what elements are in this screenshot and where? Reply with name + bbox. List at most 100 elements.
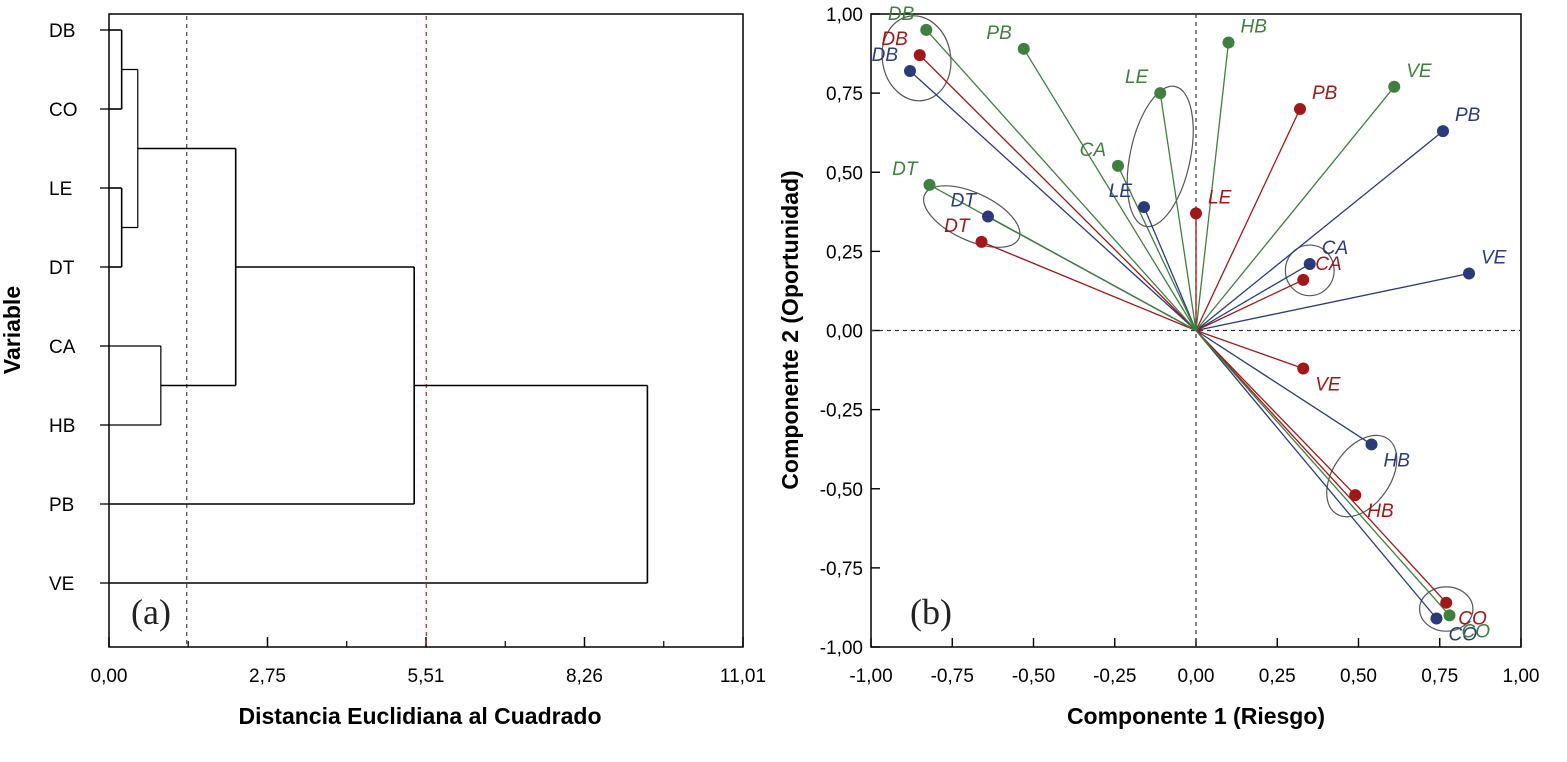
loading-point [1154,87,1167,100]
point-label: PB [1455,105,1481,126]
loading-vector [1195,330,1437,619]
group-ellipse [1418,586,1474,632]
leaf-label: CA [49,337,76,358]
leaf-label: CO [49,100,78,121]
loading-point [923,178,936,191]
y-tick-label: 0,50 [826,163,863,184]
loading-point [904,64,916,77]
loading-vector [981,241,1197,332]
loading-vector [1195,263,1311,332]
point-label: LE [1125,67,1149,88]
loading-point [1349,489,1362,502]
y-tick-label: 0,00 [826,322,863,343]
point-label: VE [1315,374,1341,395]
point-label: DT [892,159,919,180]
dendrogram-x-axis-title: Distancia Euclidiana al Cuadrado [239,703,602,729]
group-ellipse [1326,434,1398,518]
x-tick-label: 0,25 [1259,666,1296,687]
group-ellipse [881,15,952,102]
point-label: CO [1458,609,1487,630]
loading-vector [1195,108,1301,331]
loading-vector [1023,48,1197,331]
point-label: CA [1322,238,1348,259]
loading-point [1297,362,1310,375]
loading-point [1190,207,1202,220]
leaf-label: DB [49,21,75,42]
leaf-label: DT [49,258,75,279]
loading-vector [909,70,1197,331]
point-label: HB [1384,450,1411,471]
loading-vector [1195,330,1450,616]
x-tick-label: 11,01 [720,666,766,687]
loading-point [1112,159,1124,172]
y-tick-label: 0,25 [826,242,863,263]
loading-vector [1195,272,1470,332]
point-label: PB [986,23,1012,44]
loading-point [1388,80,1401,93]
point-label: CO [1462,621,1491,642]
x-tick-label: -0,50 [1012,666,1055,687]
point-label: DB [888,4,915,25]
y-tick-label: -0,75 [820,559,863,580]
x-tick-label: -0,25 [1093,666,1136,687]
dendrogram-y-axis-title: Variable [0,286,25,374]
x-tick-label: 8,26 [566,666,603,687]
biplot-y-axis-title: Componente 2 (Oportunidad) [777,170,803,489]
loading-vector [1195,42,1230,331]
biplot-x-axis-title: Componente 1 (Riesgo) [1067,703,1325,729]
leaf-label: VE [49,574,74,595]
point-label: CA [1315,254,1341,275]
loading-point [1443,609,1456,622]
loading-vector [919,54,1197,331]
loading-vector [1195,330,1356,496]
loading-point [1138,201,1150,214]
point-label: PB [1312,83,1338,104]
biplot-plot: -1,00 -0,75 -0,50 -0,25 0,00 0,25 0,50 0,75 1,00… [820,4,1540,687]
point-label: VE [1406,61,1432,82]
group-ellipse [922,185,1021,248]
loading-vector [1195,130,1444,332]
loading-point [1463,267,1475,280]
loading-vector [1117,165,1197,331]
y-tick-label: -0,25 [820,401,863,422]
loading-vector [1159,93,1197,331]
y-tick-label: 0,75 [826,84,863,105]
point-label: DT [951,191,978,212]
x-tick-label: 0,75 [1421,666,1458,687]
loading-vector [1195,330,1447,604]
loading-vector [1195,329,1304,370]
point-label: CA [1080,140,1106,161]
loading-point [1437,125,1449,138]
loading-point [1297,273,1310,286]
leaf-label: PB [49,495,74,516]
x-tick-label: -0,75 [931,666,974,687]
loading-point [1365,438,1378,451]
group-ellipse [1126,85,1194,228]
loading-vector [1143,206,1197,331]
y-tick-label: -0,50 [820,480,863,501]
leaf-label: LE [49,179,72,200]
point-label: VE [1481,248,1507,269]
point-label: LE [1208,187,1232,208]
loading-vector [1195,86,1395,331]
dendrogram-panel-label: (a) [131,592,171,632]
loading-vector [1195,329,1372,445]
x-tick-label: 1,00 [1503,666,1540,687]
biplot-panel-label: (b) [910,592,952,632]
group-ellipse [1284,244,1335,297]
loading-point [920,23,933,36]
loading-point [1017,42,1030,55]
loading-point [1303,258,1316,271]
loading-point [913,49,926,62]
dendrogram-plot: 0,00 2,75 5,51 8,26 11,01 DB CO LE DT CA HB PB VE [49,16,766,687]
point-label: DB [881,29,908,50]
x-tick-label: 0,00 [91,666,128,687]
loading-point [1440,596,1453,609]
loading-point [1430,612,1443,625]
x-tick-label: 2,75 [249,666,286,687]
loading-vector [1195,279,1304,332]
point-label: DB [872,45,899,66]
y-tick-label: -1,00 [820,638,863,659]
loading-point [982,210,994,223]
